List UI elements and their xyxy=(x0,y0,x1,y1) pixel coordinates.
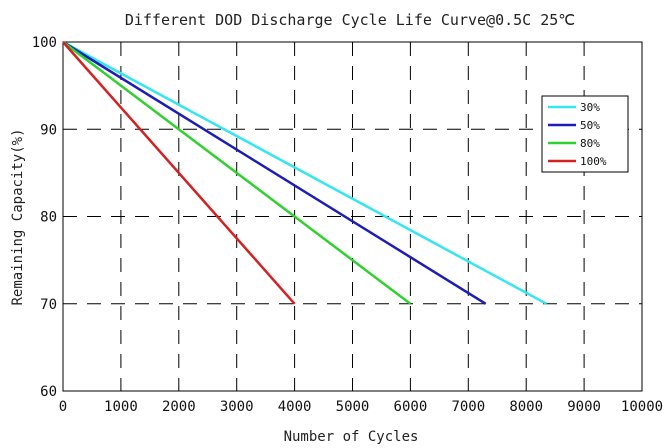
y-tick-label: 60 xyxy=(40,384,57,400)
series-line-100pct xyxy=(62,41,296,305)
x-tick-labels: 0 1000 2000 3000 4000 5000 6000 7000 8000 9000 100… xyxy=(59,399,663,415)
legend-label: 100% xyxy=(580,155,607,168)
x-tick-label: 8000 xyxy=(509,399,543,415)
legend-box xyxy=(541,95,629,173)
x-tick-label: 4000 xyxy=(278,399,312,415)
x-tick-label: 7000 xyxy=(451,399,485,415)
x-tick-label: 5000 xyxy=(336,399,370,415)
series-line-80pct xyxy=(62,41,412,305)
y-tick-labels: 60 70 80 90 100 xyxy=(32,35,57,400)
x-tick-label: 10000 xyxy=(621,399,663,415)
x-tick-label: 1000 xyxy=(104,399,138,415)
legend-label: 80% xyxy=(580,137,600,150)
x-tick-label: 3000 xyxy=(220,399,254,415)
legend-label: 50% xyxy=(580,119,600,132)
x-tick-label: 9000 xyxy=(567,399,601,415)
series-line-50pct xyxy=(62,40,487,305)
y-tick-label: 80 xyxy=(40,210,57,226)
y-axis-label: Remaining Capacity(%) xyxy=(10,128,26,305)
series-layer xyxy=(62,40,548,305)
y-tick-label: 70 xyxy=(40,297,57,313)
plot-frame xyxy=(62,41,643,392)
y-tick-label: 90 xyxy=(40,122,57,138)
legend: 30% 50% 80% 100% xyxy=(541,95,629,173)
y-tick-label: 100 xyxy=(32,35,57,51)
chart-title: Different DOD Discharge Cycle Life Curve… xyxy=(125,11,575,29)
x-axis-label: Number of Cycles xyxy=(284,429,419,445)
x-tick-label: 6000 xyxy=(394,399,428,415)
legend-label: 30% xyxy=(580,101,600,114)
series-line-30pct xyxy=(62,40,548,305)
x-tick-label: 0 xyxy=(59,399,67,415)
x-tick-label: 2000 xyxy=(162,399,196,415)
